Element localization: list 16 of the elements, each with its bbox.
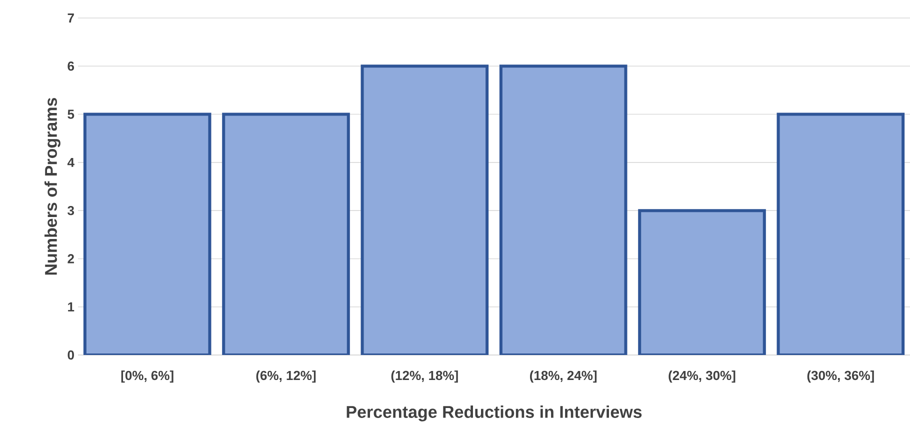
x-tick-label: (12%, 18%] [391, 370, 458, 383]
y-tick-label: 6 [68, 62, 74, 71]
x-tick-label: (18%, 24%] [530, 370, 597, 383]
y-tick-label: 7 [68, 14, 74, 22]
y-tick-label: 1 [68, 302, 74, 312]
y-tick-label: 4 [67, 158, 74, 167]
y-tick-label: 3 [68, 206, 74, 216]
y-tick-label: 0 [68, 350, 74, 360]
y-tick-label: 5 [68, 110, 74, 119]
x-tick-label: [0%, 6%] [121, 370, 174, 383]
x-tick-label: (30%, 36%] [807, 370, 874, 383]
y-tick-label: 2 [68, 254, 74, 264]
x-axis-title: Percentage Reductions in Interviews [346, 405, 642, 422]
y-axis-title: Numbers of Programs [44, 98, 60, 275]
x-tick-label: (24%, 30%] [668, 370, 736, 383]
x-tick-label: (6%, 12%] [256, 370, 316, 383]
